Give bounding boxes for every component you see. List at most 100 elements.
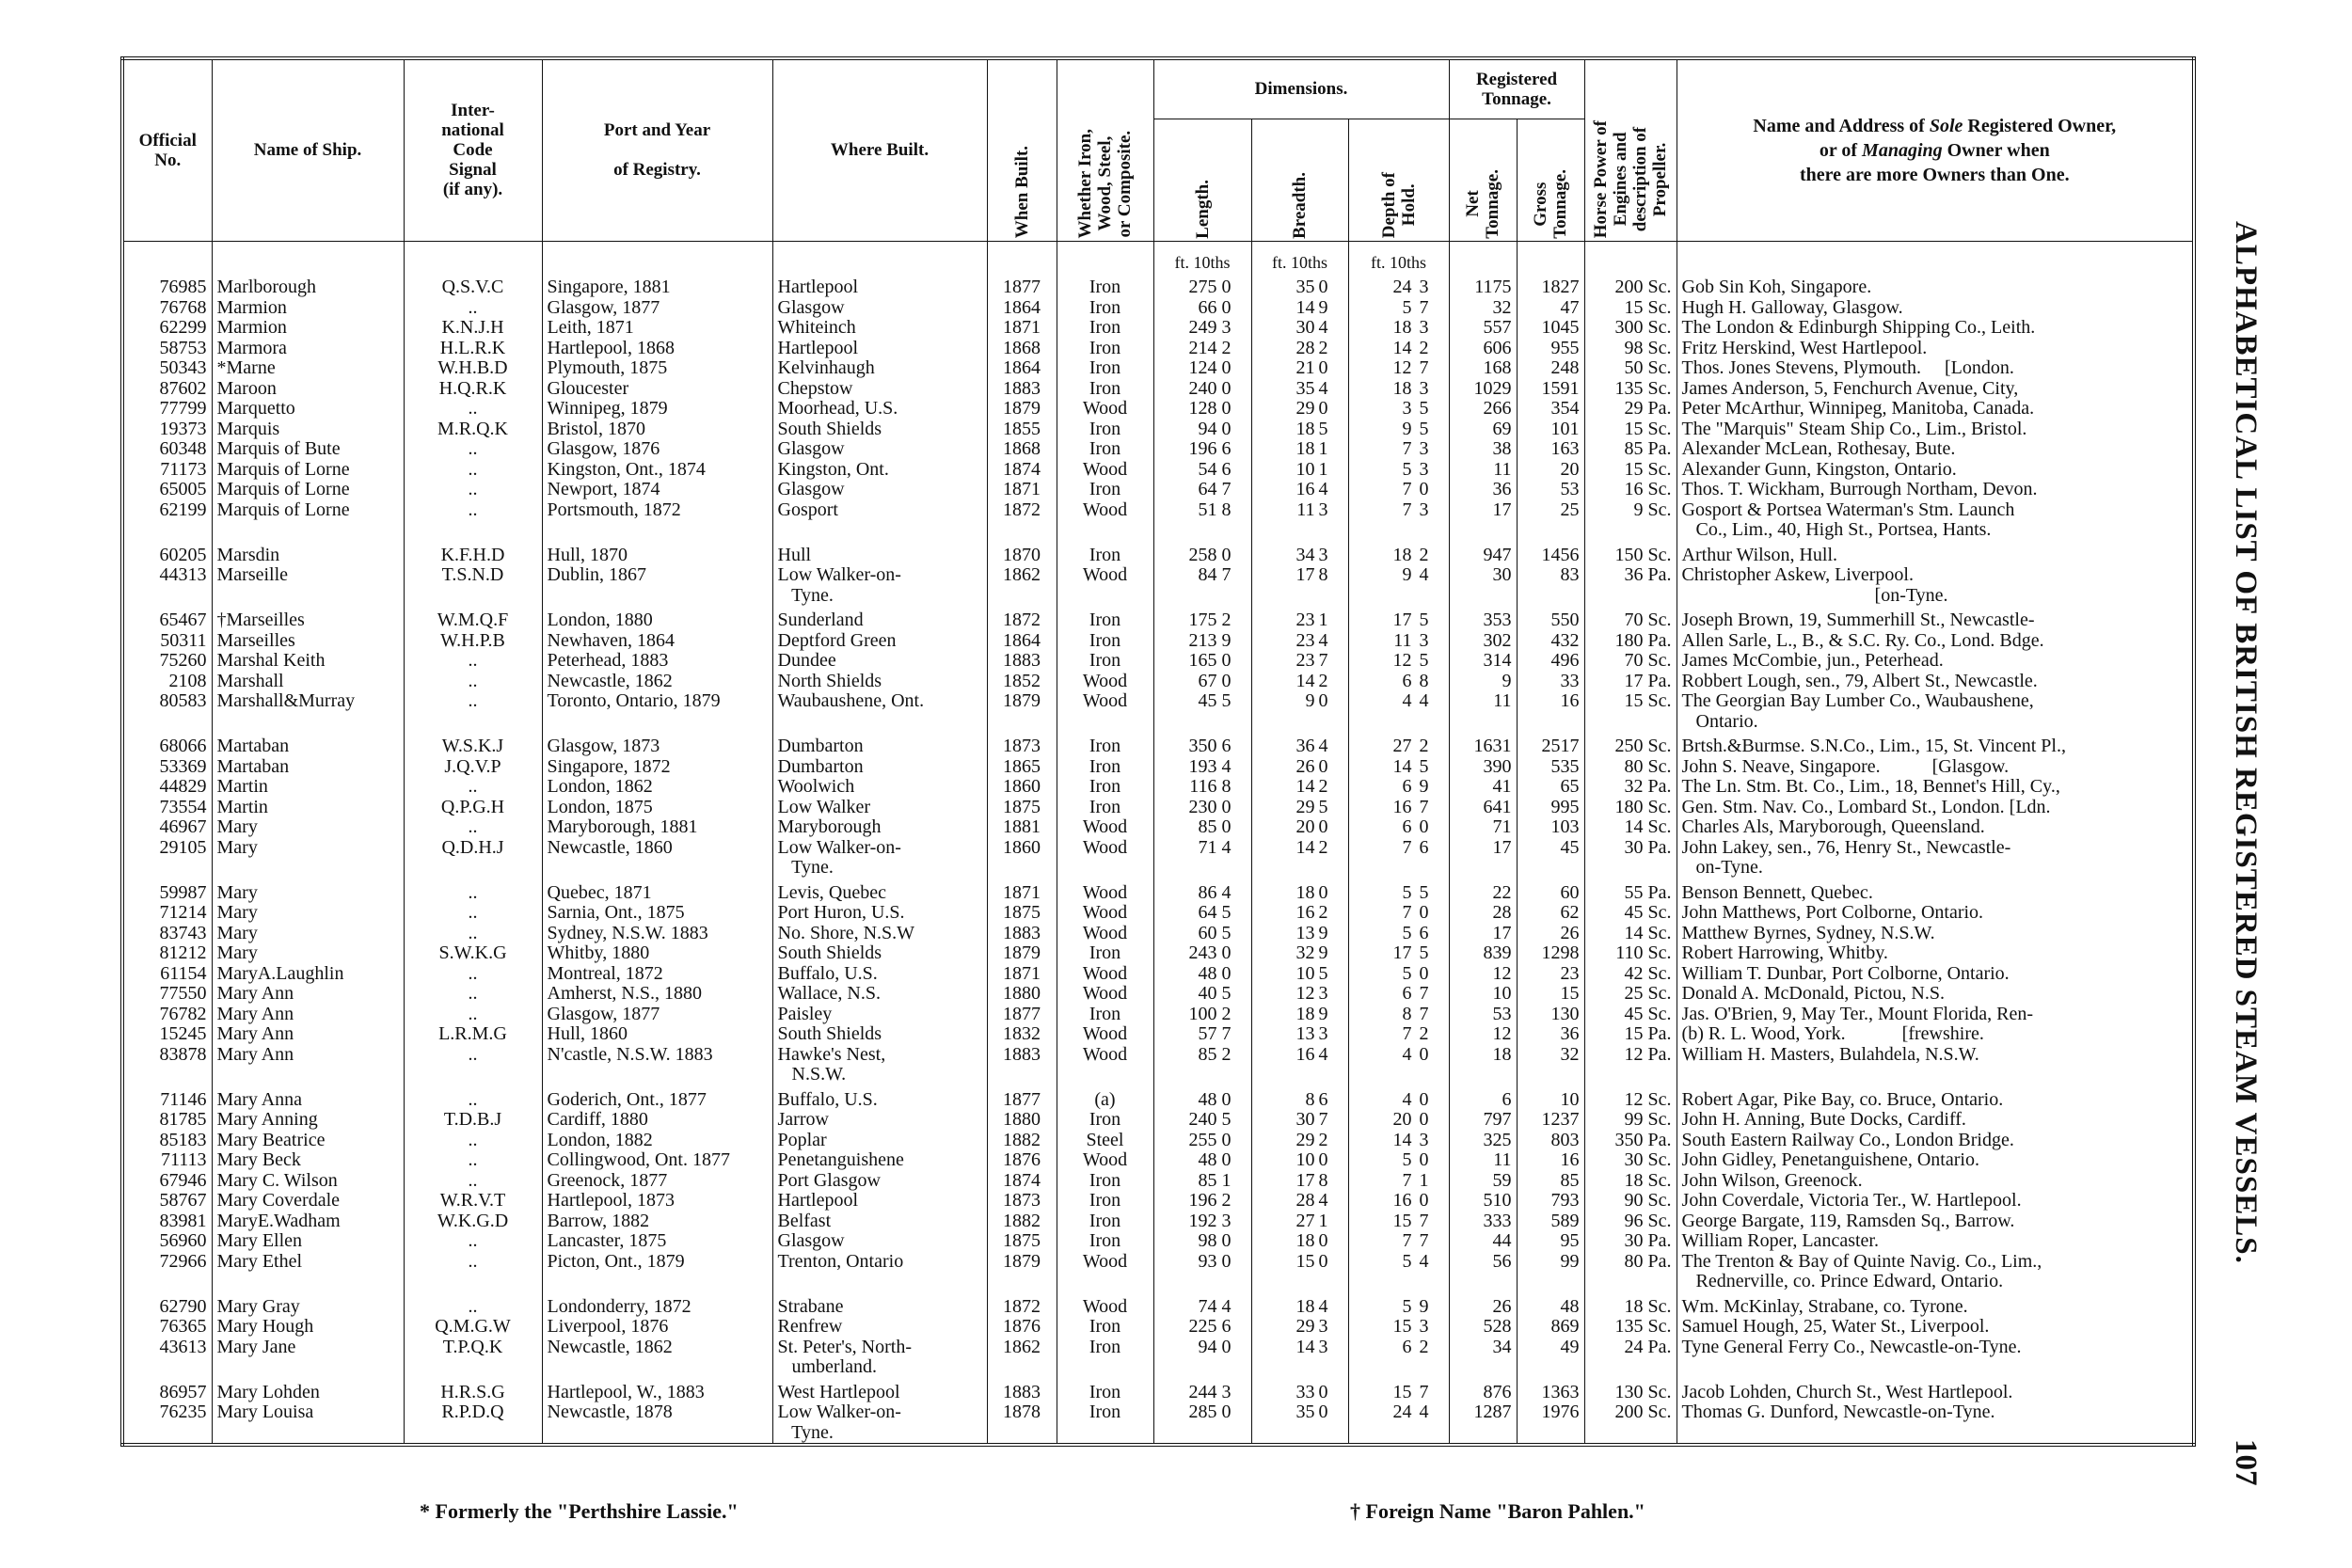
when-built: 1855 <box>986 419 1057 439</box>
depth-tenths: 0 <box>1419 903 1429 923</box>
breadth-cell: 18 5 <box>1250 419 1349 439</box>
length-tenths: 0 <box>1221 1251 1232 1272</box>
horse-power: 29 Pa. <box>1583 399 1677 420</box>
owner: Brtsh.&Burmse. S.N.Co., Lim., 15, St. Vi… <box>1676 732 2195 757</box>
breadth-feet: 29 <box>1295 1130 1315 1150</box>
horse-power: 9 Sc. <box>1583 499 1677 541</box>
when-built: 1875 <box>986 797 1057 817</box>
depth-tenths: 4 <box>1419 691 1429 711</box>
ship-name: Mary Coverdale <box>211 1191 405 1212</box>
dimension: 14 9 <box>1257 298 1343 319</box>
where-built: Maryborough <box>771 817 988 838</box>
depth-cell: 14 5 <box>1347 756 1450 777</box>
gross-tonnage: 995 <box>1516 797 1585 817</box>
depth-tenths: 3 <box>1419 459 1429 480</box>
length-feet: 175 <box>1188 610 1217 630</box>
dimension: 249 3 <box>1159 318 1247 339</box>
dimension: 240 0 <box>1159 379 1247 400</box>
horse-power: 18 Sc. <box>1583 1170 1677 1191</box>
port-year: Hartlepool, W., 1883 <box>541 1377 773 1402</box>
when-built: 1879 <box>986 943 1057 964</box>
header-cell: Registered Tonnage. <box>1448 57 1585 119</box>
where-built: Glasgow <box>771 1231 988 1252</box>
length-feet: 51 <box>1198 499 1217 520</box>
dimension: 40 5 <box>1159 984 1247 1005</box>
length-tenths: 6 <box>1221 459 1232 480</box>
dimension: 10 1 <box>1257 460 1343 481</box>
where-built: Strabane <box>771 1291 988 1317</box>
dimension: 35 0 <box>1257 277 1343 298</box>
length-tenths: 0 <box>1221 943 1232 963</box>
dimension: 15 7 <box>1354 1381 1444 1403</box>
dimension: 18 3 <box>1354 318 1444 339</box>
breadth-tenths: 5 <box>1318 419 1328 439</box>
ship-name: Marquis of Lorne <box>211 499 405 541</box>
horse-power: 250 Sc. <box>1583 732 1677 757</box>
gross-tonnage: 354 <box>1516 399 1585 420</box>
depth-feet: 5 <box>1402 881 1412 903</box>
port-year: Peterhead, 1883 <box>541 651 773 672</box>
official-no: 62299 <box>121 318 213 339</box>
official-no: 67946 <box>121 1170 213 1191</box>
header-cell: Net Tonnage. <box>1448 118 1518 242</box>
length-feet: 192 <box>1188 1211 1217 1231</box>
code-signal: .. <box>403 691 543 732</box>
material: Wood <box>1056 837 1154 879</box>
ship-row: 50343 *Marne W.H.B.D Plymouth, 1875 Kelvinha… <box>121 358 2195 379</box>
depth-cell: 16 0 <box>1347 1191 1450 1212</box>
header-cell: Breadth. <box>1250 118 1349 242</box>
code-signal: .. <box>403 777 543 798</box>
when-built: 1875 <box>986 1231 1057 1252</box>
breadth-cell: 10 0 <box>1250 1150 1349 1171</box>
breadth-cell: 18 9 <box>1250 1004 1349 1024</box>
owner: Joseph Brown, 19, Summerhill St., Newcas… <box>1676 606 2195 631</box>
length-cell: 64 5 <box>1152 903 1252 924</box>
code-signal: Q.D.H.J <box>403 837 543 879</box>
gross-tonnage: 869 <box>1516 1317 1585 1338</box>
depth-feet: 9 <box>1402 565 1412 585</box>
dimension: 24 3 <box>1354 277 1444 298</box>
official-no: 62790 <box>121 1291 213 1317</box>
when-built: 1877 <box>986 273 1057 298</box>
depth-feet: 7 <box>1402 903 1412 923</box>
gross-tonnage: 49 <box>1516 1337 1585 1378</box>
net-tonnage: 1029 <box>1448 378 1518 399</box>
header-cell: Horse Power of Engines and description o… <box>1583 57 1677 242</box>
breadth-feet: 18 <box>1295 1231 1315 1251</box>
depth-cell: 14 3 <box>1347 1130 1450 1150</box>
net-tonnage: 1175 <box>1448 273 1518 298</box>
owner: James Anderson, 5, Fenchurch Avenue, Cit… <box>1676 378 2195 399</box>
when-built: 1877 <box>986 1004 1057 1024</box>
length-cell: 64 7 <box>1152 480 1252 500</box>
net-tonnage: 10 <box>1448 984 1518 1005</box>
horse-power: 12 Sc. <box>1583 1085 1677 1110</box>
net-tonnage: 947 <box>1448 540 1518 565</box>
dimension: 64 5 <box>1159 903 1247 924</box>
breadth-tenths: 0 <box>1318 358 1328 378</box>
where-built: Moorhead, U.S. <box>771 399 988 420</box>
dimension: 196 2 <box>1159 1191 1247 1212</box>
net-tonnage: 606 <box>1448 338 1518 358</box>
port-year: Singapore, 1881 <box>541 273 773 298</box>
depth-tenths: 7 <box>1419 1381 1429 1402</box>
depth-tenths: 7 <box>1419 984 1429 1004</box>
official-no: 83743 <box>121 923 213 943</box>
depth-cell: 27 2 <box>1347 732 1450 757</box>
depth-feet: 4 <box>1402 1088 1412 1110</box>
breadth-cell: 36 4 <box>1250 732 1349 757</box>
material: Wood <box>1056 499 1154 541</box>
ship-row: 77550 Mary Ann.. Amherst, N.S., 1880 Wallac… <box>121 984 2195 1005</box>
breadth-cell: 17 8 <box>1250 1170 1349 1191</box>
breadth-cell: 14 2 <box>1250 837 1349 879</box>
depth-tenths: 2 <box>1419 1337 1429 1357</box>
material: Wood <box>1056 923 1154 943</box>
breadth-cell: 16 4 <box>1250 1044 1349 1085</box>
official-no: 80583 <box>121 691 213 732</box>
material: Iron <box>1056 273 1154 298</box>
